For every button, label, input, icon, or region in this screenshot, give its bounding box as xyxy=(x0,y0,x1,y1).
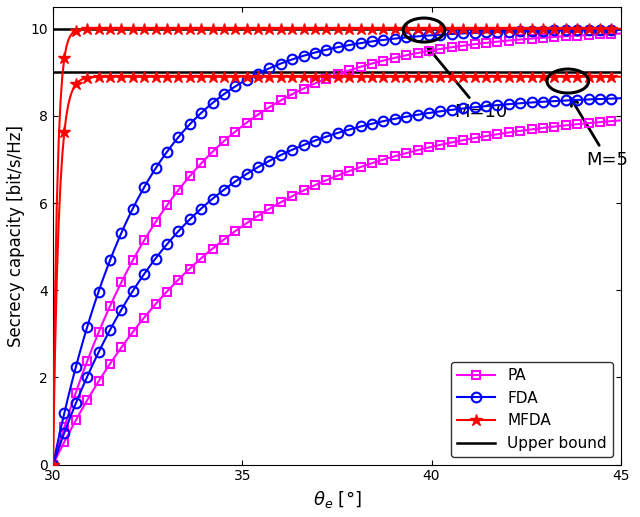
Legend: PA, FDA, MFDA, Upper bound: PA, FDA, MFDA, Upper bound xyxy=(451,362,613,457)
MFDA xyxy=(399,26,406,32)
Line: FDA: FDA xyxy=(48,25,626,469)
Line: PA: PA xyxy=(49,29,625,469)
FDA xyxy=(528,28,536,34)
FDA xyxy=(51,452,59,459)
PA xyxy=(397,53,404,59)
PA xyxy=(49,462,57,468)
PA xyxy=(385,56,393,62)
FDA xyxy=(385,36,393,42)
MFDA xyxy=(207,26,214,32)
PA xyxy=(528,36,536,42)
FDA xyxy=(49,462,57,468)
PA xyxy=(564,33,572,39)
FDA xyxy=(387,36,395,42)
PA xyxy=(51,455,59,461)
X-axis label: $\theta_e$ [°]: $\theta_e$ [°] xyxy=(313,489,361,510)
Line: MFDA: MFDA xyxy=(47,22,627,471)
FDA xyxy=(617,26,625,33)
MFDA xyxy=(530,26,538,32)
MFDA xyxy=(49,462,57,468)
MFDA xyxy=(566,26,573,32)
MFDA xyxy=(617,26,625,32)
FDA xyxy=(397,35,404,41)
FDA xyxy=(564,27,572,33)
Text: M=5: M=5 xyxy=(571,98,628,169)
MFDA xyxy=(389,26,397,32)
Text: M=10: M=10 xyxy=(428,47,508,120)
MFDA xyxy=(387,26,395,32)
MFDA xyxy=(51,303,59,309)
Y-axis label: Secrecy capacity [bit/s/Hz]: Secrecy capacity [bit/s/Hz] xyxy=(7,125,25,347)
PA xyxy=(617,31,625,37)
PA xyxy=(387,55,395,62)
